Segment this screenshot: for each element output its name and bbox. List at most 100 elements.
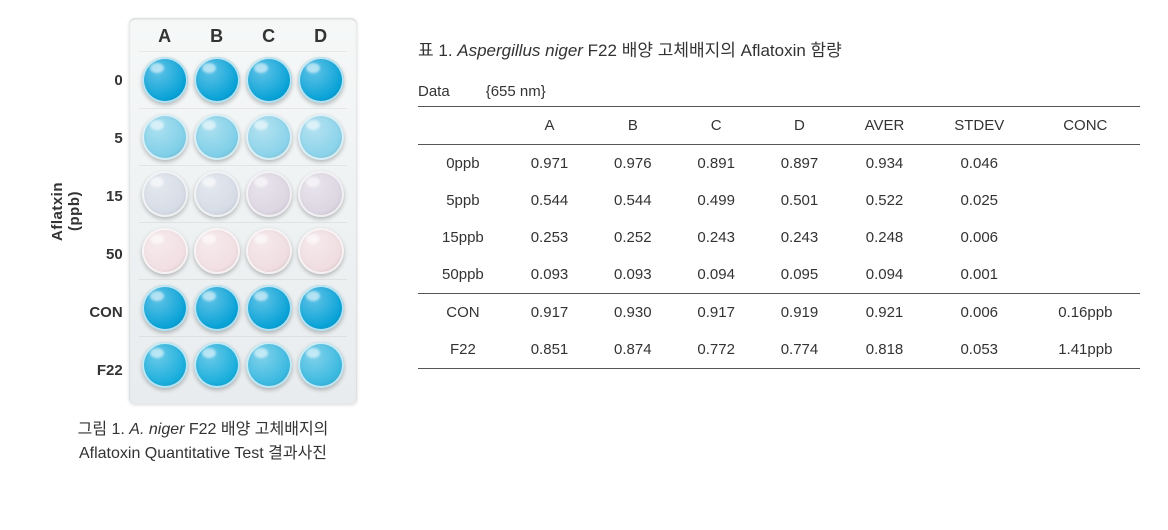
table-cell: 0.976: [591, 145, 674, 183]
table-cell: 0.544: [591, 182, 674, 219]
table-cell: 1.41ppb: [1031, 331, 1140, 369]
table-cell: 0.095: [758, 256, 841, 294]
row-label: 15: [89, 168, 122, 226]
plate-row: [139, 279, 347, 333]
well: [142, 171, 188, 217]
table-cell: CON: [418, 294, 508, 332]
well-plate: ABCD: [129, 18, 357, 404]
data-table: ABCDAVERSTDEVCONC 0ppb0.9710.9760.8910.8…: [418, 106, 1140, 369]
table-cell: 0.243: [674, 219, 757, 256]
table-cell: 0.001: [928, 256, 1031, 294]
table-row: 0ppb0.9710.9760.8910.8970.9340.046: [418, 145, 1140, 183]
well: [142, 114, 188, 160]
well: [246, 285, 292, 331]
table-row: CON0.9170.9300.9170.9190.9210.0060.16ppb: [418, 294, 1140, 332]
well: [246, 171, 292, 217]
table-cell: 0.253: [508, 219, 591, 256]
table-header-row: ABCDAVERSTDEVCONC: [418, 107, 1140, 145]
plate-row: [139, 222, 347, 276]
well: [298, 114, 344, 160]
table-cell: 0.499: [674, 182, 757, 219]
figure-column: Aflatxin(ppb) 051550CONF22 ABCD 그림 1. A.…: [28, 18, 378, 512]
table-title-italic: Aspergillus niger: [457, 41, 583, 60]
table-cell: 0.025: [928, 182, 1031, 219]
table-cell: 0.053: [928, 331, 1031, 369]
table-cell: 0.891: [674, 145, 757, 183]
plate-rows: [139, 51, 347, 390]
table-cell: 0.917: [508, 294, 591, 332]
table-cell: 0.501: [758, 182, 841, 219]
well: [194, 342, 240, 388]
table-cell: [1031, 219, 1140, 256]
well: [298, 57, 344, 103]
table-header-cell: [418, 107, 508, 145]
table-header-cell: B: [591, 107, 674, 145]
table-title-rest: F22 배양 고체배지의 Aflatoxin 함량: [583, 41, 842, 60]
table-cell: 0.851: [508, 331, 591, 369]
well: [246, 114, 292, 160]
well: [194, 228, 240, 274]
well: [298, 228, 344, 274]
table-cell: 0.094: [841, 256, 928, 294]
caption-italic: A. niger: [129, 421, 184, 438]
table-header-cell: D: [758, 107, 841, 145]
data-label: Data: [418, 83, 450, 100]
data-meta: Data{655 nm}: [418, 83, 1140, 100]
table-cell: 0.093: [508, 256, 591, 294]
table-cell: 0.774: [758, 331, 841, 369]
plate-wrap: Aflatxin(ppb) 051550CONF22 ABCD: [49, 18, 356, 404]
table-cell: 50ppb: [418, 256, 508, 294]
table-row: F220.8510.8740.7720.7740.8180.0531.41ppb: [418, 331, 1140, 369]
table-cell: 0.934: [841, 145, 928, 183]
table-cell: 0.094: [674, 256, 757, 294]
column-header: A: [139, 26, 191, 47]
well: [246, 57, 292, 103]
table-cell: 0.522: [841, 182, 928, 219]
table-header-cell: STDEV: [928, 107, 1031, 145]
well: [142, 228, 188, 274]
well: [194, 57, 240, 103]
table-cell: 0.006: [928, 294, 1031, 332]
table-cell: 5ppb: [418, 182, 508, 219]
column-header: B: [191, 26, 243, 47]
well: [298, 171, 344, 217]
row-label: 0: [89, 52, 122, 110]
well: [194, 171, 240, 217]
row-label: 50: [89, 226, 122, 284]
table-cell: 0.544: [508, 182, 591, 219]
table-cell: 0.874: [591, 331, 674, 369]
well: [298, 285, 344, 331]
table-cell: 0.252: [591, 219, 674, 256]
plate-row: [139, 108, 347, 162]
table-cell: 0.006: [928, 219, 1031, 256]
row-label: 5: [89, 110, 122, 168]
well: [298, 342, 344, 388]
plate-row: [139, 165, 347, 219]
table-cell: [1031, 145, 1140, 183]
plate-row: [139, 51, 347, 105]
table-cell: [1031, 182, 1140, 219]
table-header-cell: AVER: [841, 107, 928, 145]
row-label: F22: [89, 342, 122, 400]
plate-row: [139, 336, 347, 390]
well: [142, 285, 188, 331]
table-cell: 0ppb: [418, 145, 508, 183]
well: [142, 342, 188, 388]
column-header: C: [243, 26, 295, 47]
table-cell: F22: [418, 331, 508, 369]
table-cell: 0.930: [591, 294, 674, 332]
y-axis-label: Aflatxin(ppb): [49, 18, 83, 404]
table-cell: 0.921: [841, 294, 928, 332]
table-cell: 0.16ppb: [1031, 294, 1140, 332]
table-title-prefix: 표 1.: [418, 41, 457, 60]
table-header-cell: CONC: [1031, 107, 1140, 145]
column-header: D: [295, 26, 347, 47]
caption-prefix: 그림 1.: [78, 421, 130, 438]
table-cell: 0.093: [591, 256, 674, 294]
well: [194, 114, 240, 160]
table-body: 0ppb0.9710.9760.8910.8970.9340.0465ppb0.…: [418, 145, 1140, 369]
table-cell: 0.919: [758, 294, 841, 332]
table-cell: 0.897: [758, 145, 841, 183]
well: [246, 342, 292, 388]
table-header-cell: A: [508, 107, 591, 145]
